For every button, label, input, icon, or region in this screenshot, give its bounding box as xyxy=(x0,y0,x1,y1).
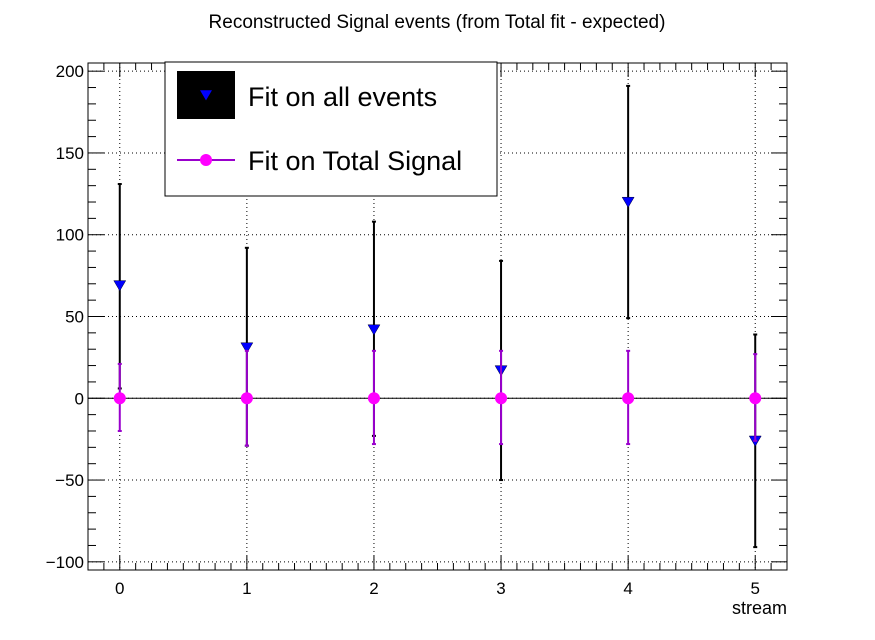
y-tick-label: −50 xyxy=(55,471,84,490)
x-tick-label: 5 xyxy=(750,579,759,598)
data-point-circle xyxy=(495,392,508,405)
data-point-triangle xyxy=(240,342,254,354)
legend-label: Fit on Total Signal xyxy=(248,146,462,176)
legend-label: Fit on all events xyxy=(248,82,437,112)
chart-title: Reconstructed Signal events (from Total … xyxy=(209,12,666,33)
x-tick-label: 3 xyxy=(496,579,505,598)
series-circle xyxy=(113,349,762,447)
y-tick-label: 50 xyxy=(65,308,84,327)
data-point-triangle xyxy=(113,280,127,292)
data-point-circle xyxy=(622,392,635,405)
data-point-circle xyxy=(367,392,380,405)
data-point-circle xyxy=(113,392,126,405)
x-tick-label: 1 xyxy=(242,579,251,598)
x-tick-label: 4 xyxy=(623,579,632,598)
data-point-triangle xyxy=(621,196,635,208)
y-tick-label: 150 xyxy=(56,144,84,163)
y-tick-label: −100 xyxy=(46,553,84,572)
data-point-circle xyxy=(240,392,253,405)
x-axis-label: stream xyxy=(732,598,787,618)
x-tick-label: 0 xyxy=(115,579,124,598)
legend-marker-circle xyxy=(200,154,212,166)
data-point-circle xyxy=(749,392,762,405)
y-tick-label: 0 xyxy=(75,389,84,408)
x-tick-label: 2 xyxy=(369,579,378,598)
y-tick-label: 100 xyxy=(56,226,84,245)
data-series xyxy=(113,84,762,549)
data-point-triangle xyxy=(367,324,381,336)
y-tick-label: 200 xyxy=(56,62,84,81)
legend-marker-triangle xyxy=(200,90,212,101)
legend: Fit on all events Fit on Total Signal xyxy=(164,61,498,197)
axes: 0 1 2 3 4 5 −100 −50 0 50 100 150 200 xyxy=(46,62,788,598)
